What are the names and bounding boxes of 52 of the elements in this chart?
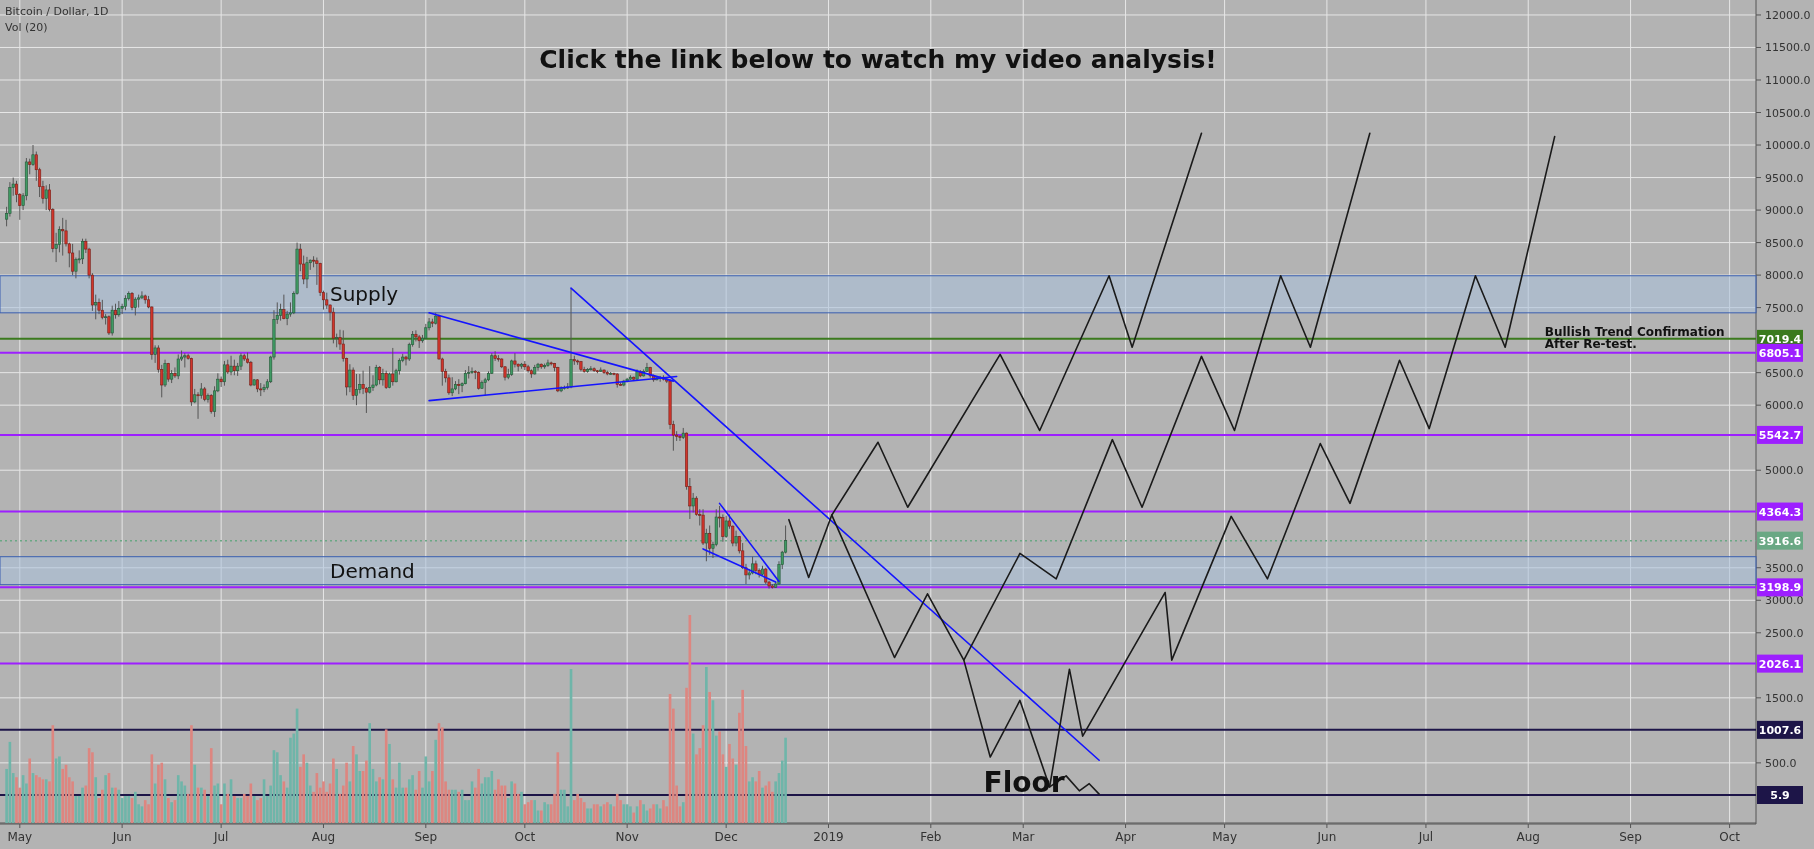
x-tick-label: Oct	[1719, 830, 1741, 844]
y-tick-label: 11500.0	[1765, 41, 1811, 55]
x-tick-label: 2019	[813, 830, 844, 844]
annotation: Floor	[983, 766, 1065, 799]
ref-line-label: 5542.7	[1758, 428, 1802, 442]
text: Bitcoin / Dollar, 1D	[5, 5, 109, 18]
y-tick-label: 6500.0	[1765, 366, 1804, 380]
y-tick-label: 9000.0	[1765, 204, 1804, 218]
x-tick-label: Jun	[1316, 830, 1337, 844]
y-tick-label: 10500.0	[1765, 106, 1811, 120]
band-label: Supply	[330, 282, 399, 307]
x-tick-label: Apr	[1115, 830, 1136, 844]
text: Click the link below to watch my video analysis!	[539, 45, 1217, 74]
x-tick-label: Mar	[1011, 830, 1035, 844]
y-tick-label: 3500.0	[1765, 561, 1804, 575]
x-tick-label: May	[1212, 830, 1237, 844]
y-tick-label: 10000.0	[1765, 139, 1811, 153]
ref-line-label: 3198.9	[1758, 581, 1802, 595]
y-tick-label: 9500.0	[1765, 171, 1804, 185]
x-tick-label: Nov	[615, 830, 639, 844]
y-tick-label: 6000.0	[1765, 399, 1804, 413]
ref-line-label: 4364.3	[1758, 505, 1802, 519]
ref-line-label: 2026.1	[1758, 657, 1802, 671]
y-tick-label: 2500.0	[1765, 626, 1804, 640]
y-tick-label: 1500.0	[1765, 691, 1804, 705]
y-tick-label: 7500.0	[1765, 301, 1804, 315]
annotation: Bullish Trend Confirmation After Re-test.	[1544, 324, 1725, 351]
y-tick-label: 8000.0	[1765, 269, 1804, 283]
y-tick-label: 11000.0	[1765, 73, 1811, 87]
x-tick-label: Sep	[1619, 830, 1642, 844]
x-tick-label: Aug	[311, 830, 336, 844]
ref-line-label: 3916.6	[1758, 534, 1802, 548]
x-tick-label: Sep	[414, 830, 438, 844]
y-tick-label: 500.0	[1765, 756, 1797, 770]
x-tick-label: Feb	[920, 830, 942, 844]
x-tick-label: Jun	[111, 830, 132, 844]
x-tick-label: May	[7, 830, 33, 844]
x-tick-label: Aug	[1516, 830, 1540, 844]
band-label: Demand	[330, 558, 415, 583]
x-tick-label: Jul	[212, 830, 229, 844]
ref-line-label: 1007.6	[1758, 723, 1802, 737]
x-tick-label: Oct	[514, 830, 536, 844]
ref-line-label: 6805.1	[1758, 346, 1802, 360]
y-tick-label: 3000.0	[1765, 594, 1804, 608]
y-tick-label: 8500.0	[1765, 236, 1804, 250]
ref-line-label: 5.9	[1770, 789, 1790, 802]
ref-line-label: 7019.4	[1758, 332, 1802, 346]
y-tick-label: 12000.0	[1765, 8, 1811, 22]
chart-title: Vol (20)	[5, 21, 48, 34]
x-tick-label: Jul	[1417, 830, 1434, 844]
y-tick-label: 5000.0	[1765, 464, 1804, 478]
x-tick-label: Dec	[714, 830, 738, 844]
